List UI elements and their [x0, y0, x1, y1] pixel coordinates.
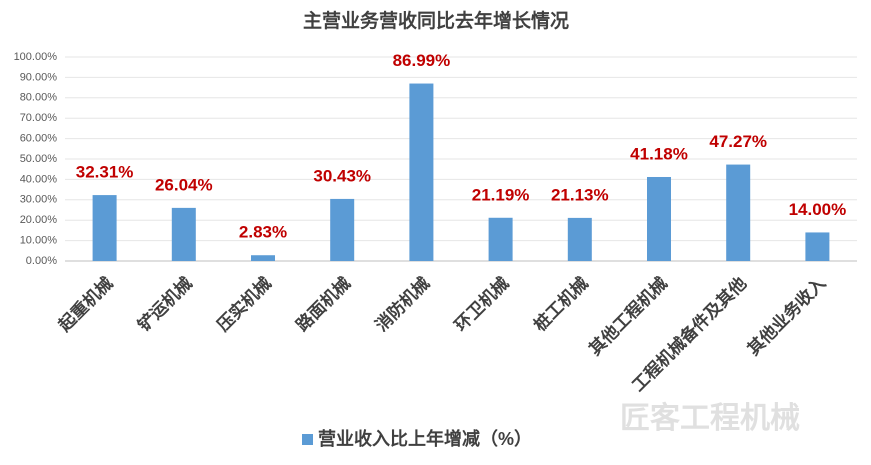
- legend-swatch: [302, 434, 313, 445]
- value-label: 47.27%: [709, 132, 767, 151]
- x-tick-label: 铲运机械: [134, 273, 196, 335]
- x-tick-label: 其他工程机械: [585, 273, 671, 359]
- value-label: 30.43%: [313, 166, 371, 185]
- value-label: 26.04%: [155, 175, 213, 194]
- x-tick-label: 桩工机械: [530, 273, 592, 335]
- bar: [330, 198, 355, 261]
- bar: [92, 195, 117, 261]
- y-tick-label: 90.00%: [20, 71, 58, 83]
- watermark: 匠客工程机械: [620, 401, 800, 435]
- value-label: 21.19%: [472, 185, 530, 204]
- value-label: 41.18%: [630, 144, 688, 163]
- x-tick-label: 消防机械: [371, 273, 433, 335]
- value-label: 32.31%: [76, 163, 134, 182]
- bar: [251, 255, 275, 261]
- x-tick-label: 压实机械: [213, 273, 275, 335]
- x-tick-label: 其他业务收入: [743, 273, 829, 359]
- y-tick-label: 50.00%: [20, 153, 58, 165]
- value-label: 14.00%: [789, 200, 847, 219]
- value-label: 2.83%: [239, 223, 287, 242]
- y-tick-label: 100.00%: [14, 51, 58, 63]
- value-label: 21.13%: [551, 185, 609, 204]
- chart-title: 主营业务营收同比去年增长情况: [303, 9, 569, 32]
- bar: [488, 217, 513, 261]
- value-label: 86.99%: [393, 51, 451, 70]
- y-tick-label: 0.00%: [26, 255, 57, 267]
- x-tick-label: 起重机械: [54, 273, 117, 336]
- bar: [647, 176, 671, 261]
- y-tick-label: 40.00%: [20, 173, 58, 185]
- x-tick-label: 路面机械: [292, 273, 354, 335]
- bar: [171, 207, 196, 261]
- y-tick-label: 30.00%: [20, 194, 58, 206]
- y-tick-label: 60.00%: [20, 133, 58, 145]
- x-tick-label: 环卫机械: [450, 273, 512, 335]
- bar: [805, 232, 830, 261]
- bar: [409, 83, 434, 261]
- y-tick-label: 70.00%: [20, 112, 58, 124]
- y-tick-label: 20.00%: [20, 214, 58, 226]
- legend-label: 营业收入比上年增减（%）: [318, 428, 532, 449]
- y-tick-label: 10.00%: [20, 235, 58, 247]
- bar: [567, 217, 592, 261]
- y-tick-label: 80.00%: [20, 92, 58, 104]
- bar: [726, 164, 751, 261]
